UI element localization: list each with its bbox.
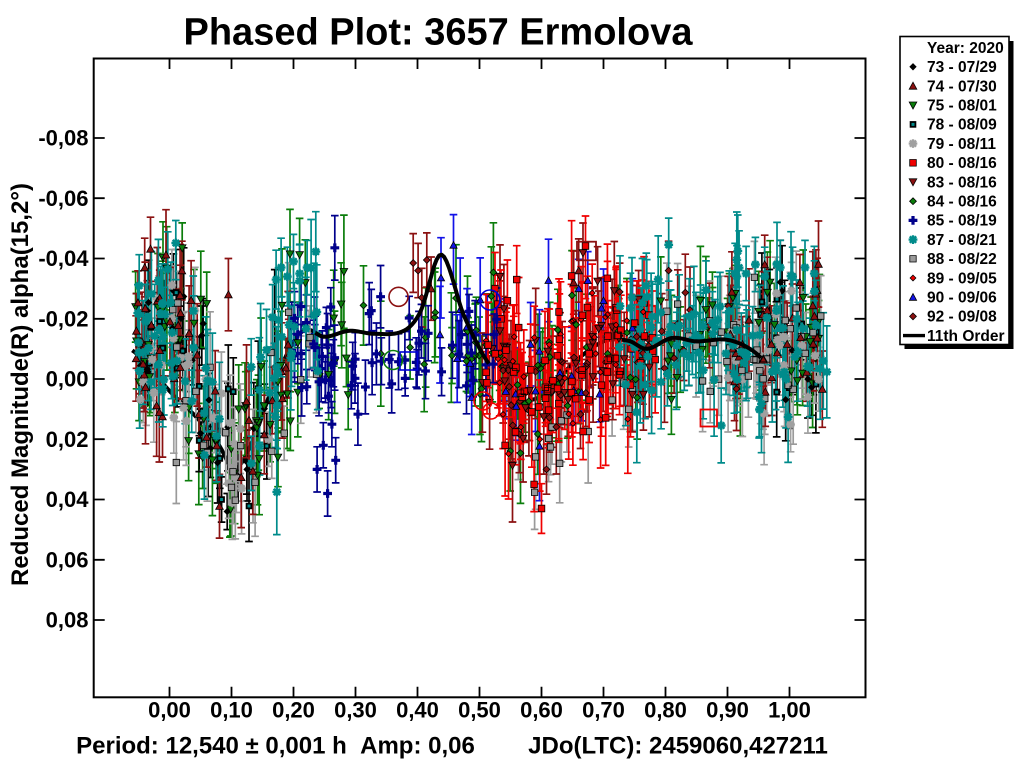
svg-text:80 - 08/16: 80 - 08/16: [927, 155, 997, 172]
svg-text:0,80: 0,80: [644, 698, 687, 723]
svg-text:0,04: 0,04: [46, 487, 90, 512]
svg-text:0,10: 0,10: [210, 698, 253, 723]
svg-text:73 - 07/29: 73 - 07/29: [927, 59, 997, 76]
svg-text:Phased Plot: 3657 Ermolova: Phased Plot: 3657 Ermolova: [184, 12, 694, 54]
svg-text:Year: 2020: Year: 2020: [927, 40, 1004, 57]
svg-text:0,20: 0,20: [272, 698, 315, 723]
svg-text:0,06: 0,06: [46, 547, 89, 572]
svg-text:75 - 08/01: 75 - 08/01: [927, 98, 997, 115]
svg-text:0,60: 0,60: [520, 698, 563, 723]
svg-text:Reduced Magnitude(R) alpha(15,: Reduced Magnitude(R) alpha(15,2°): [7, 183, 34, 586]
svg-text:74 - 07/30: 74 - 07/30: [927, 78, 997, 95]
svg-text:0,00: 0,00: [46, 367, 89, 392]
svg-text:83 - 08/16: 83 - 08/16: [927, 174, 997, 191]
svg-text:-0,06: -0,06: [38, 186, 88, 211]
svg-text:-0,08: -0,08: [38, 126, 88, 151]
svg-text:0,30: 0,30: [334, 698, 377, 723]
svg-text:Period: 12,540 ± 0,001 h Amp:: Period: 12,540 ± 0,001 h Amp: 0,06 JDo(L…: [76, 733, 828, 760]
svg-text:88 - 08/22: 88 - 08/22: [927, 251, 997, 268]
svg-text:0,02: 0,02: [46, 427, 89, 452]
svg-text:11th Order: 11th Order: [927, 328, 1005, 345]
svg-text:0,70: 0,70: [582, 698, 625, 723]
svg-text:-0,02: -0,02: [38, 306, 88, 331]
svg-text:89 - 09/05: 89 - 09/05: [927, 270, 997, 287]
svg-text:0,90: 0,90: [706, 698, 749, 723]
svg-text:79 - 08/11: 79 - 08/11: [927, 136, 996, 153]
svg-text:84 - 08/16: 84 - 08/16: [927, 194, 997, 211]
svg-text:85 - 08/19: 85 - 08/19: [927, 213, 997, 230]
svg-text:-0,04: -0,04: [38, 246, 89, 271]
svg-text:0,40: 0,40: [396, 698, 439, 723]
svg-text:0,50: 0,50: [458, 698, 501, 723]
svg-text:0,08: 0,08: [46, 608, 89, 633]
svg-text:1,00: 1,00: [768, 698, 811, 723]
svg-text:87 - 08/21: 87 - 08/21: [927, 232, 997, 249]
svg-text:78 - 08/09: 78 - 08/09: [927, 117, 997, 134]
svg-text:90 - 09/06: 90 - 09/06: [927, 290, 997, 307]
svg-text:0,00: 0,00: [148, 698, 191, 723]
svg-text:92 - 09/08: 92 - 09/08: [927, 309, 997, 326]
